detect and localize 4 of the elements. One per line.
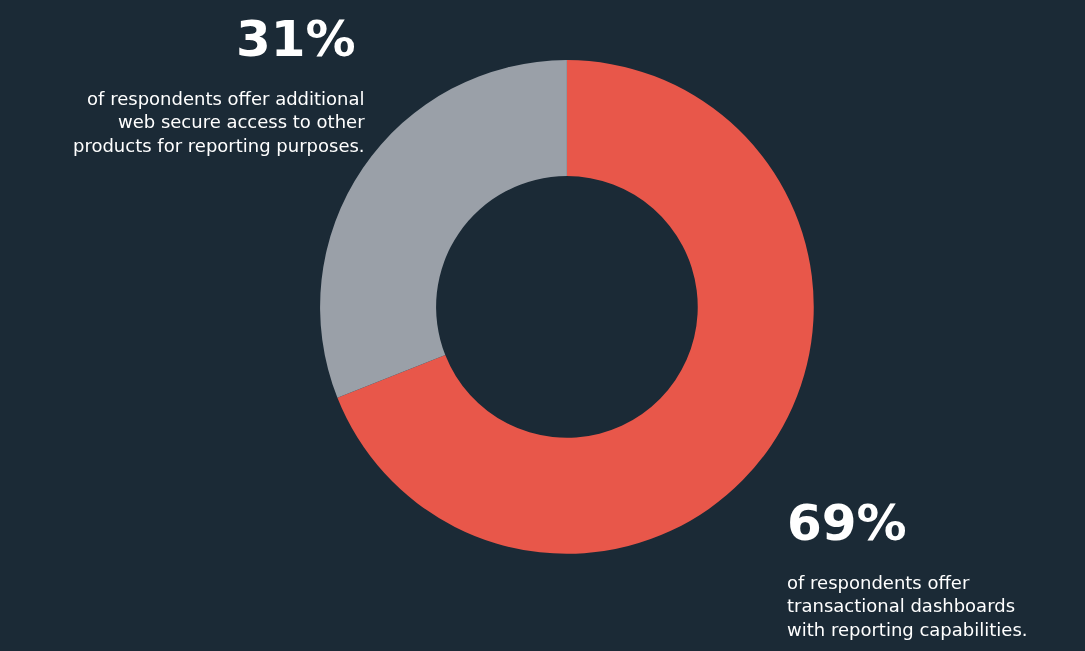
data-label: 31% [236,10,356,68]
data-label: 69% [787,494,907,552]
slice-label: of respondents offer transactional dashboards with reporting capabilities. [787,572,1028,640]
slice-label: of respondents offer additional web secure access to other products for reporting purposes. [73,88,366,156]
